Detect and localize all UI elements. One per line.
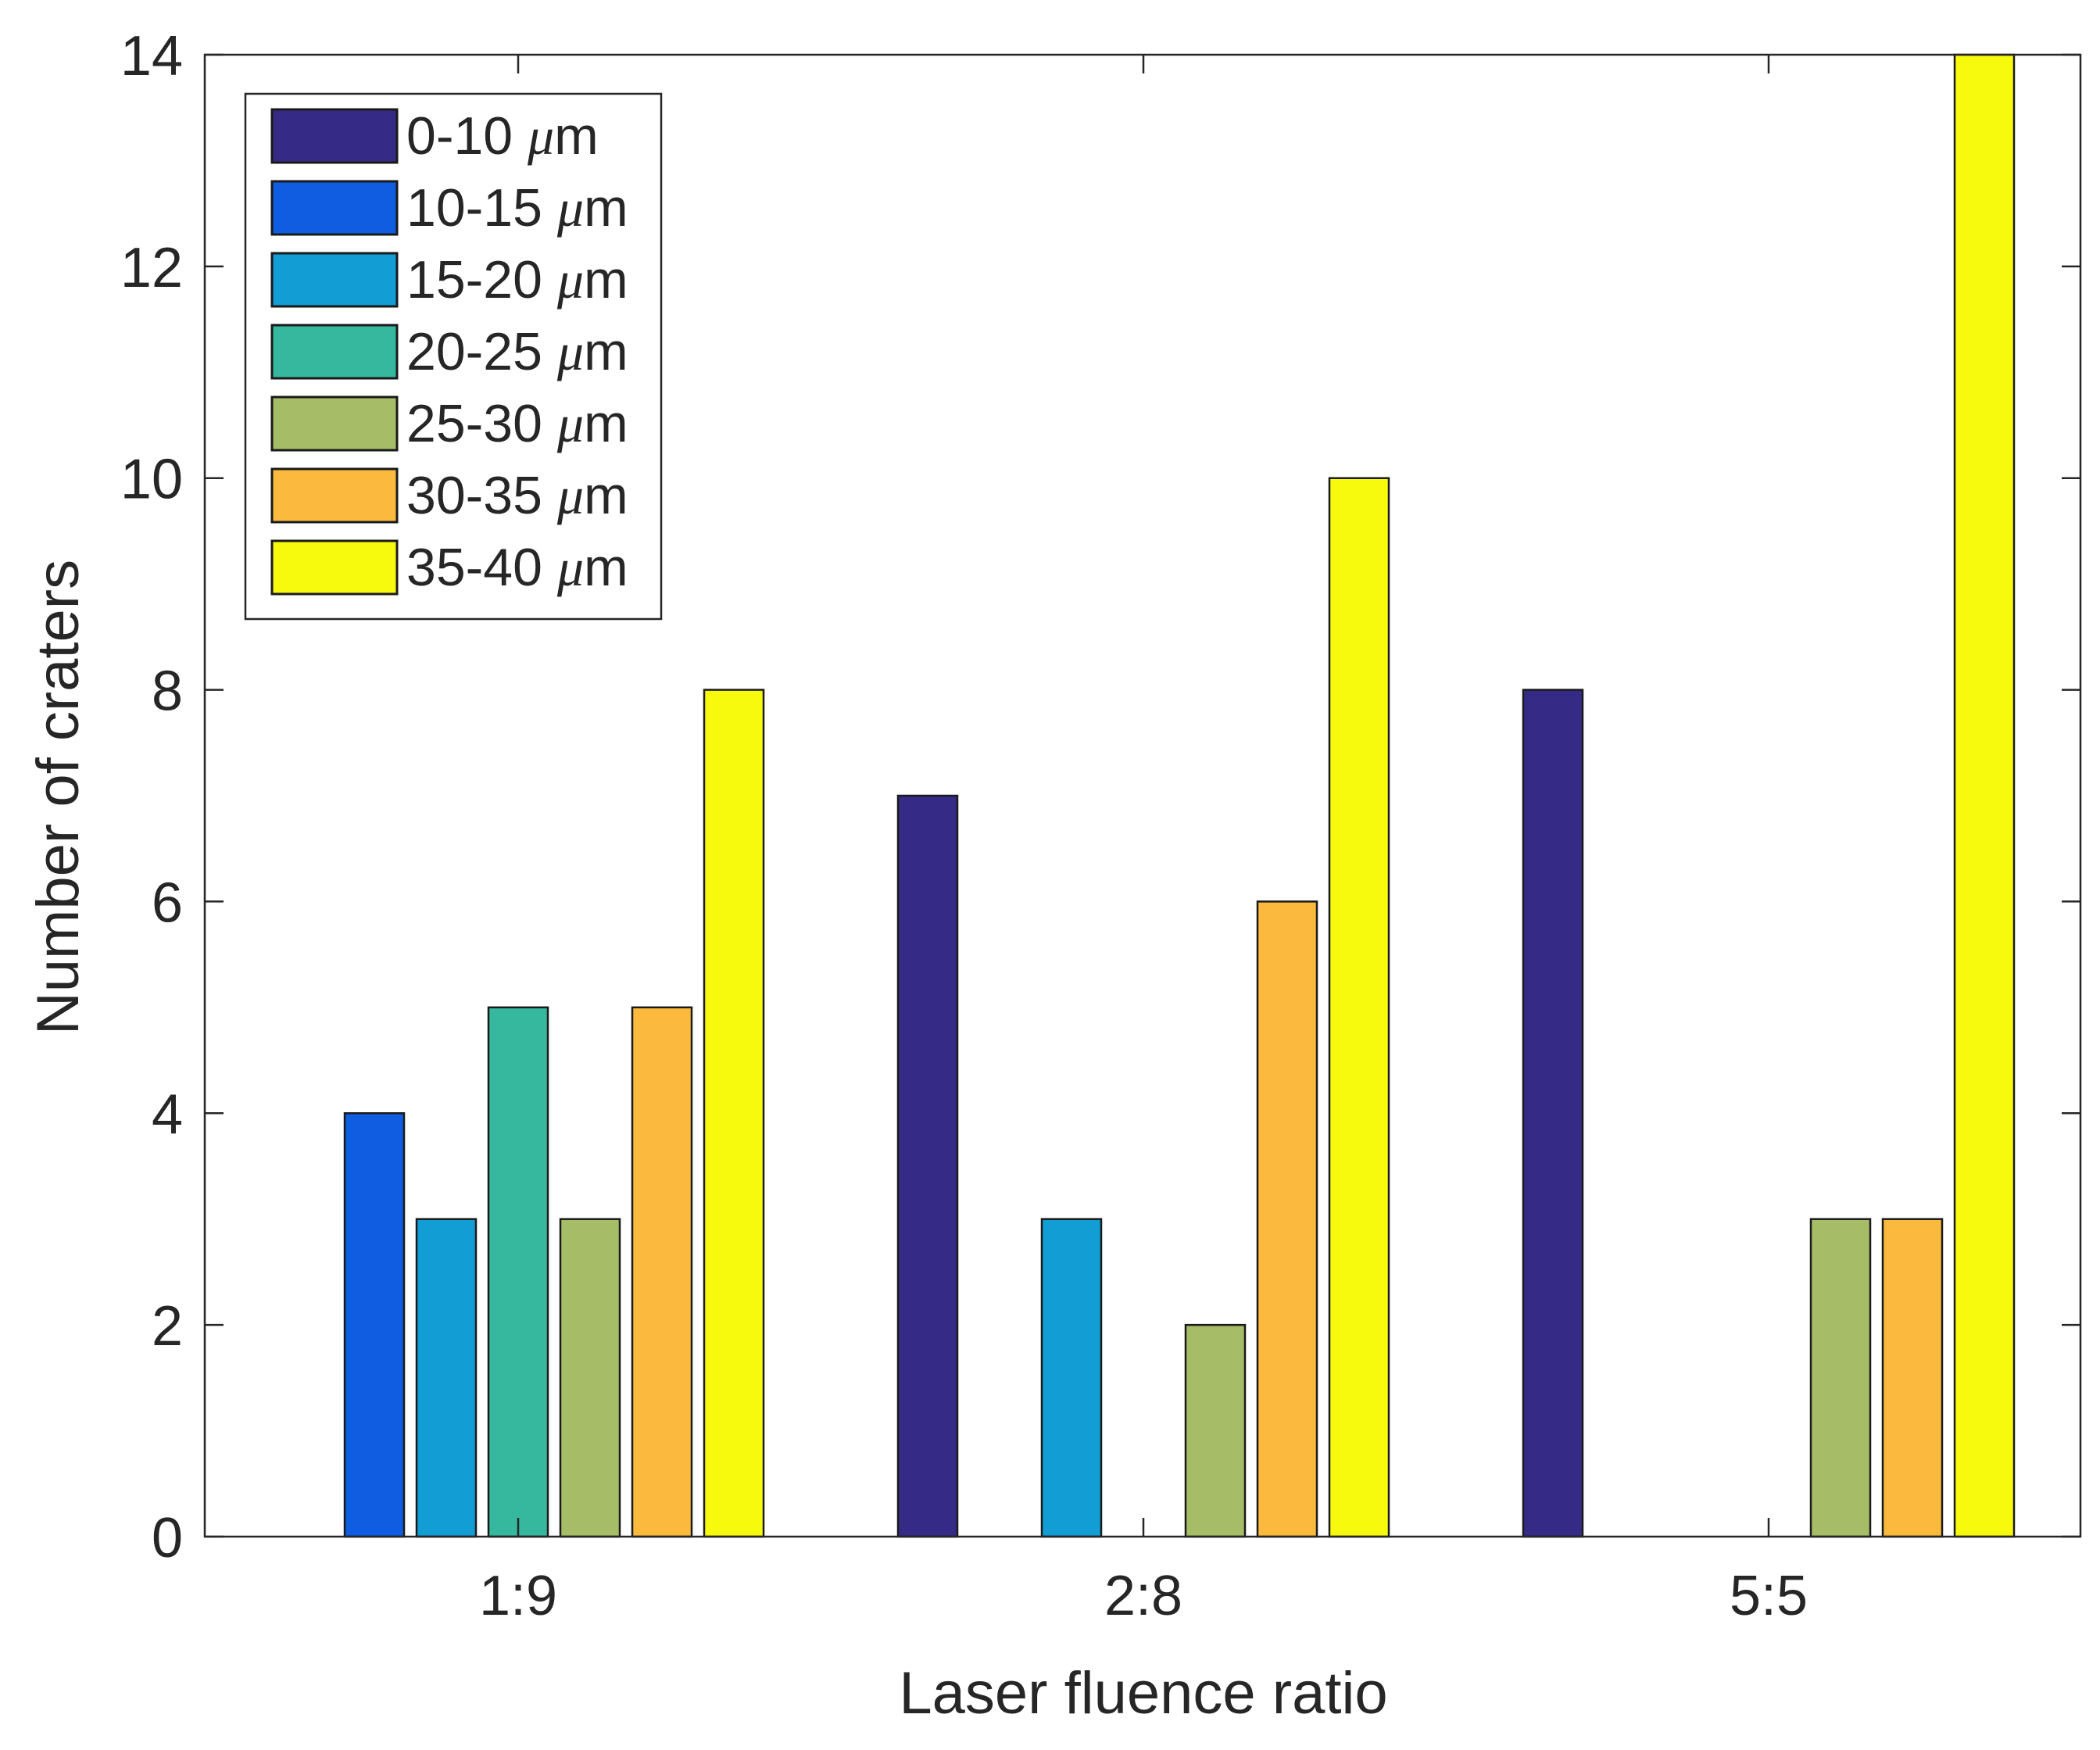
- legend-unit-text: μ: [556, 538, 584, 597]
- bar-0-10-2:8: [896, 794, 959, 1538]
- y-tick-label: 10: [120, 449, 183, 511]
- legend-swatch-10-15: [270, 180, 399, 236]
- legend-unit-suffix: m: [554, 106, 599, 166]
- y-tick-label: 6: [152, 871, 183, 934]
- legend-unit-suffix: m: [584, 466, 628, 525]
- legend-range-text: 10-15: [406, 178, 557, 238]
- bar-15-20-1:9: [415, 1218, 478, 1538]
- bar-30-35-5:5: [1881, 1218, 1944, 1538]
- bars-layer: [343, 53, 2016, 1538]
- legend-label-20-25: 20-25 μm: [406, 322, 628, 381]
- legend-unit-suffix: m: [584, 538, 628, 597]
- legend-range-text: 30-35: [406, 466, 557, 525]
- legend-swatch-15-20: [270, 252, 399, 308]
- bar-30-35-2:8: [1256, 900, 1318, 1538]
- bar-35-40-1:9: [703, 689, 765, 1538]
- legend-unit-text: μ: [556, 250, 584, 310]
- y-tick-label: 4: [152, 1083, 183, 1146]
- legend-unit-suffix: m: [584, 178, 628, 238]
- bar-20-25-1:9: [487, 1006, 549, 1538]
- y-axis-label: Number of craters: [25, 560, 91, 1035]
- legend-unit-text: μ: [556, 394, 584, 453]
- x-tick-label: 2:8: [1104, 1565, 1182, 1627]
- bar-25-30-1:9: [559, 1218, 621, 1538]
- legend-label-35-40: 35-40 μm: [406, 538, 628, 597]
- legend-swatch-35-40: [270, 539, 399, 596]
- bar-0-10-5:5: [1522, 689, 1584, 1538]
- legend-label-15-20: 15-20 μm: [406, 250, 628, 310]
- legend-unit-text: μ: [527, 106, 554, 166]
- legend-unit-text: μ: [556, 322, 584, 381]
- legend-unit-suffix: m: [584, 322, 628, 381]
- y-tick-label: 8: [152, 660, 183, 723]
- legend-unit-suffix: m: [584, 250, 628, 310]
- legend-range-text: 0-10: [406, 106, 528, 166]
- y-tick-label: 14: [120, 25, 183, 88]
- legend-range-text: 35-40: [406, 538, 557, 597]
- x-tick-label: 5:5: [1730, 1565, 1808, 1627]
- bar-25-30-5:5: [1809, 1218, 1872, 1538]
- bar-15-20-2:8: [1040, 1218, 1103, 1538]
- legend-label-25-30: 25-30 μm: [406, 394, 628, 453]
- legend-label-0-10: 0-10 μm: [406, 106, 599, 166]
- x-axis-label: Laser fluence ratio: [899, 1660, 1387, 1727]
- bar-10-15-1:9: [343, 1112, 406, 1538]
- legend-swatch-0-10: [270, 108, 399, 164]
- legend-range-text: 20-25: [406, 322, 557, 381]
- ticks-layer: 0 2 4 6 8 10 12 14 1:9 2:8 5:5: [120, 25, 2080, 1627]
- legend-label-30-35: 30-35 μm: [406, 466, 628, 525]
- legend-range-text: 25-30: [406, 394, 557, 453]
- legend-label-10-15: 10-15 μm: [406, 178, 628, 238]
- legend-swatch-30-35: [270, 467, 399, 524]
- legend-swatch-20-25: [270, 324, 399, 380]
- y-tick-label: 2: [152, 1295, 183, 1358]
- legend-unit-suffix: m: [584, 394, 628, 453]
- x-tick-label: 1:9: [479, 1565, 557, 1627]
- y-tick-label: 12: [120, 237, 183, 299]
- bar-25-30-2:8: [1184, 1323, 1247, 1538]
- bar-35-40-2:8: [1328, 477, 1390, 1538]
- legend-swatch-25-30: [270, 395, 399, 452]
- y-tick-label: 0: [152, 1507, 183, 1569]
- legend-unit-text: μ: [556, 466, 584, 525]
- bar-35-40-5:5: [1953, 53, 2016, 1538]
- bar-30-35-1:9: [631, 1006, 693, 1538]
- legend-range-text: 15-20: [406, 250, 557, 310]
- legend-unit-text: μ: [556, 178, 584, 238]
